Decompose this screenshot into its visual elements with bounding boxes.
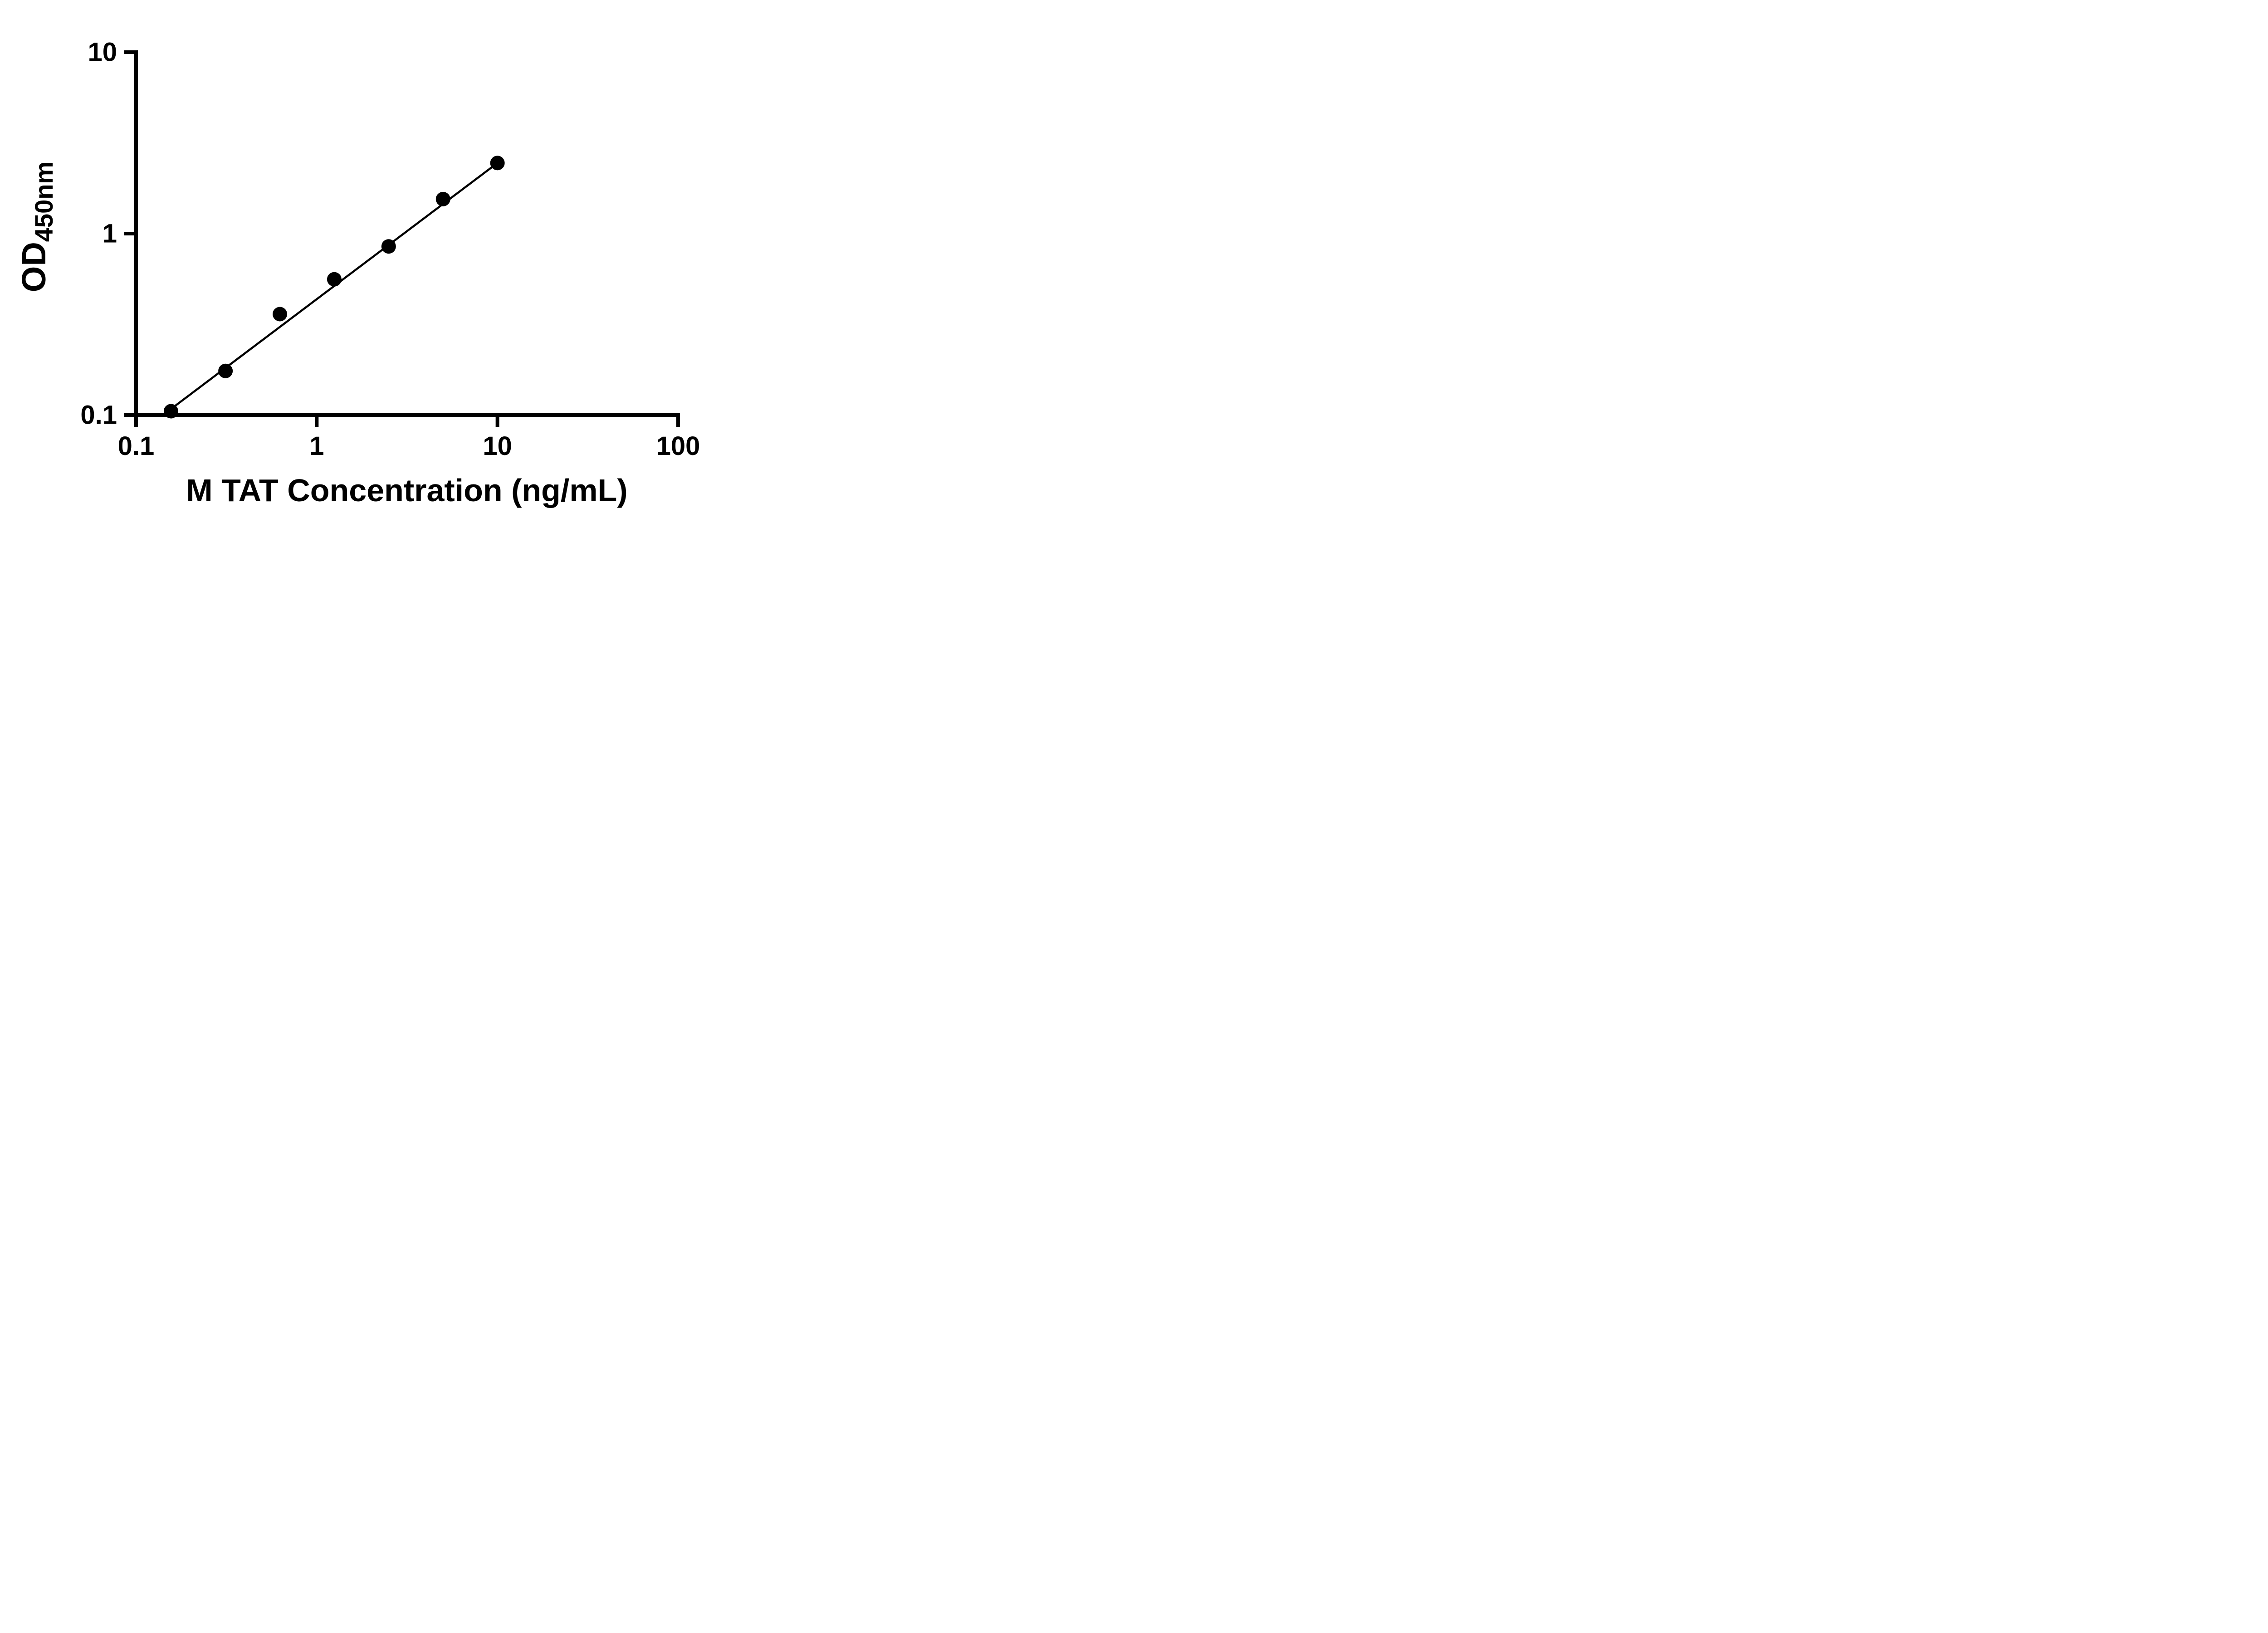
data-point	[218, 363, 233, 378]
data-point	[163, 404, 178, 419]
y-axis-tick-label: 0.1	[80, 401, 117, 430]
x-axis-tick-label: 100	[656, 431, 700, 461]
x-axis-tick-label: 1	[309, 431, 324, 461]
data-point	[327, 272, 342, 287]
data-point	[435, 191, 450, 206]
y-axis-title: OD450nm	[15, 161, 58, 292]
standard-curve-figure: OD450nm M TAT Concentration (ng/mL) 0.1 1…	[0, 0, 761, 544]
y-axis-title-subscript: 450nm	[29, 161, 58, 242]
axes-layer: 0.1 1 10 100 0.1 1 10	[80, 38, 700, 461]
x-axis-title: M TAT Concentration (ng/mL)	[186, 473, 627, 508]
y-axis-tick-label: 1	[103, 219, 117, 249]
y-axis-title-main: OD	[15, 242, 53, 292]
data-point	[490, 156, 505, 171]
x-axis-tick-label: 10	[483, 431, 512, 461]
data-point	[273, 307, 288, 322]
chart-canvas: OD450nm M TAT Concentration (ng/mL) 0.1 1…	[15, 38, 700, 508]
data-series-layer	[163, 156, 505, 419]
data-point	[381, 239, 396, 254]
y-axis-tick-label: 10	[88, 38, 117, 67]
x-axis-tick-label: 0.1	[118, 431, 155, 461]
